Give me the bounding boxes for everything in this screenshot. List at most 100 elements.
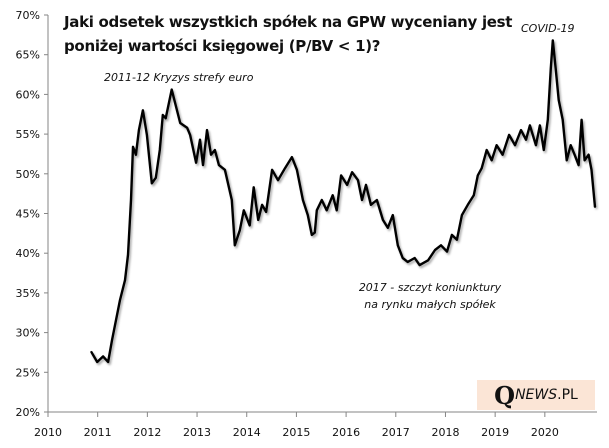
data-point bbox=[130, 199, 132, 201]
y-tick-label: 50% bbox=[16, 168, 40, 181]
data-point bbox=[590, 169, 593, 171]
data-point bbox=[520, 129, 522, 131]
data-point bbox=[490, 159, 493, 162]
data-point bbox=[265, 211, 267, 213]
x-tick-label: 2019 bbox=[481, 426, 509, 439]
data-point bbox=[218, 164, 220, 166]
data-point bbox=[580, 119, 583, 121]
data-point bbox=[569, 144, 572, 147]
data-point bbox=[132, 146, 134, 148]
y-tick-label: 55% bbox=[16, 128, 40, 141]
data-point bbox=[325, 209, 328, 212]
data-point bbox=[214, 149, 216, 151]
data-point bbox=[573, 153, 576, 156]
data-point bbox=[485, 149, 488, 151]
data-point bbox=[252, 186, 255, 189]
y-tick-label: 60% bbox=[16, 88, 40, 101]
data-point bbox=[142, 109, 144, 112]
x-tick-label: 2012 bbox=[133, 426, 161, 439]
data-point bbox=[146, 134, 148, 136]
data-point bbox=[547, 119, 549, 121]
data-point bbox=[508, 134, 510, 136]
data-point bbox=[565, 159, 568, 162]
data-point bbox=[365, 184, 367, 186]
data-point bbox=[529, 124, 531, 127]
data-point bbox=[170, 88, 173, 91]
chart-title-line-1: Jaki odsetek wszystkich spółek na GPW wy… bbox=[64, 13, 513, 31]
x-tick-label: 2017 bbox=[382, 426, 410, 439]
data-point bbox=[195, 161, 197, 164]
data-point bbox=[155, 176, 157, 179]
y-tick-label: 70% bbox=[16, 9, 40, 22]
data-point bbox=[539, 124, 541, 127]
data-point bbox=[158, 149, 161, 151]
data-point bbox=[577, 164, 580, 166]
data-point bbox=[382, 219, 384, 221]
data-point bbox=[102, 355, 104, 358]
data-series-line bbox=[90, 39, 597, 364]
data-point bbox=[164, 117, 167, 120]
data-point bbox=[461, 214, 463, 216]
data-point bbox=[456, 238, 458, 241]
data-point bbox=[296, 169, 298, 171]
data-point bbox=[535, 144, 537, 147]
data-point bbox=[138, 129, 140, 131]
data-point bbox=[392, 214, 394, 216]
data-point bbox=[231, 199, 233, 201]
data-point bbox=[271, 169, 273, 171]
data-point bbox=[413, 257, 416, 259]
data-point bbox=[206, 129, 208, 131]
y-tick-label: 20% bbox=[16, 406, 40, 419]
x-tick-label: 2014 bbox=[233, 426, 261, 439]
data-point bbox=[551, 39, 554, 42]
annotation-covid: COVID-19 bbox=[521, 22, 575, 35]
data-point bbox=[248, 224, 251, 227]
data-point bbox=[202, 164, 204, 166]
annotation-2017-line-1: 2017 - szczyt koniunktury bbox=[358, 281, 502, 294]
data-point bbox=[111, 338, 113, 341]
logo-news: NEWS bbox=[515, 387, 558, 403]
data-point bbox=[151, 182, 153, 185]
x-tick-label: 2020 bbox=[531, 426, 559, 439]
x-tick-label: 2018 bbox=[431, 426, 459, 439]
data-point bbox=[495, 144, 498, 147]
data-point bbox=[90, 350, 93, 353]
data-point bbox=[124, 279, 126, 281]
y-tick-label: 30% bbox=[16, 327, 40, 340]
y-tick-label: 25% bbox=[16, 366, 40, 379]
data-point bbox=[335, 209, 338, 212]
data-point bbox=[418, 264, 421, 266]
data-point bbox=[446, 250, 448, 253]
data-point bbox=[135, 153, 137, 156]
data-point bbox=[401, 257, 404, 259]
data-point bbox=[210, 153, 212, 156]
data-point bbox=[451, 234, 453, 236]
data-point bbox=[291, 156, 293, 158]
x-tick-label: 2015 bbox=[282, 426, 310, 439]
data-point bbox=[107, 361, 109, 363]
annotation-2017-line-2: na rynku małych spółek bbox=[364, 298, 496, 311]
annotation-euro-crisis: 2011-12 Kryzys strefy euro bbox=[104, 71, 254, 84]
data-point bbox=[302, 199, 304, 201]
chart-title-line-2: poniżej wartości księgowej (P/BV < 1)? bbox=[64, 37, 381, 55]
data-point bbox=[472, 194, 475, 197]
data-point bbox=[257, 219, 259, 221]
data-point bbox=[501, 153, 504, 156]
x-tick-label: 2016 bbox=[332, 426, 360, 439]
logo-pl: .PL bbox=[557, 387, 578, 403]
data-point bbox=[346, 184, 348, 186]
data-point bbox=[387, 226, 389, 229]
data-point bbox=[284, 167, 286, 170]
y-tick-label: 40% bbox=[16, 247, 40, 260]
data-point bbox=[311, 234, 313, 236]
data-point bbox=[331, 194, 334, 197]
data-point bbox=[96, 361, 98, 363]
data-point bbox=[557, 99, 560, 101]
data-point bbox=[277, 179, 279, 181]
data-point bbox=[476, 174, 479, 177]
data-point bbox=[406, 261, 409, 263]
logo-q: Q bbox=[494, 380, 516, 410]
annotation-2017-peak: 2017 - szczyt koniunktury na rynku małyc… bbox=[355, 279, 505, 313]
data-point bbox=[238, 229, 241, 231]
